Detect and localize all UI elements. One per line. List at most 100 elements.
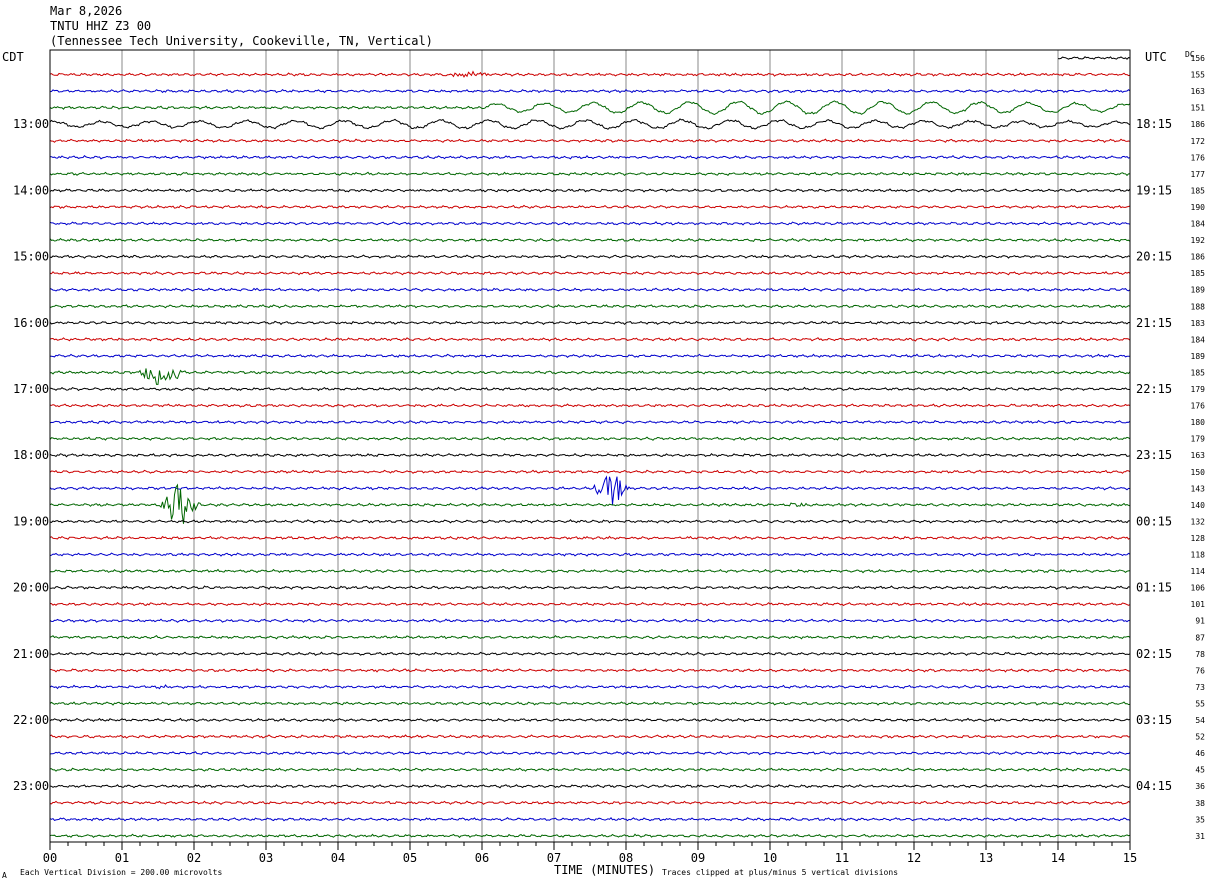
- dc-value-label: 176: [1191, 153, 1206, 162]
- right-hour-label: 03:15: [1136, 713, 1172, 727]
- trace-row-38: [49, 684, 1131, 690]
- x-tick-label: 02: [187, 851, 201, 865]
- trace-row-9: [49, 204, 1131, 210]
- trace-row-7: [49, 171, 1131, 177]
- left-timezone-label: CDT: [2, 50, 24, 64]
- trace-row-35: [49, 634, 1131, 640]
- x-tick-label: 03: [259, 851, 273, 865]
- dc-value-label: 118: [1191, 551, 1206, 560]
- trace-row-33: [49, 601, 1131, 607]
- trace-row-41: [49, 734, 1131, 739]
- trace-row-42: [49, 750, 1131, 756]
- trace-row-32: [50, 585, 1131, 590]
- dc-value-label: 78: [1195, 650, 1205, 659]
- x-tick-label: 00: [43, 851, 57, 865]
- clip-note: Traces clipped at plus/minus 5 vertical …: [662, 868, 898, 877]
- dc-value-label: 38: [1195, 799, 1205, 808]
- trace-row-37: [49, 668, 1130, 673]
- right-hour-label: 00:15: [1136, 514, 1172, 528]
- dc-value-label: 188: [1191, 302, 1206, 311]
- left-hour-label: 16:00: [13, 316, 49, 330]
- dc-value-label: 132: [1191, 517, 1206, 526]
- left-hour-label: 15:00: [13, 250, 49, 264]
- dc-value-label: 186: [1191, 120, 1206, 129]
- trace-row-1: [49, 70, 1131, 78]
- dc-value-label: 186: [1191, 253, 1206, 262]
- trace-row-34: [49, 618, 1131, 623]
- x-tick-label: 15: [1123, 851, 1137, 865]
- trace-row-47: [49, 833, 1131, 839]
- right-hour-label: 19:15: [1136, 183, 1172, 197]
- dc-value-label: 46: [1195, 749, 1205, 758]
- trace-row-29: [49, 535, 1131, 541]
- left-hour-label: 17:00: [13, 382, 49, 396]
- x-tick-label: 01: [115, 851, 129, 865]
- grid-lines: [121, 50, 1059, 842]
- dc-value-label: 185: [1191, 269, 1206, 278]
- left-hour-label: 18:00: [13, 448, 49, 462]
- dc-value-label: 163: [1191, 87, 1206, 96]
- right-hour-label: 04:15: [1136, 779, 1172, 793]
- dc-value-label: 52: [1195, 733, 1205, 742]
- dc-value-label: 183: [1191, 319, 1206, 328]
- dc-value-label: 184: [1191, 220, 1206, 229]
- trace-row-18: [49, 353, 1130, 359]
- trace-row-43: [50, 767, 1131, 772]
- trace-row-6: [49, 155, 1131, 160]
- x-axis-label: TIME (MINUTES): [554, 863, 655, 877]
- trace-row-27: [49, 483, 1131, 524]
- dc-header-label: DC: [1185, 50, 1195, 59]
- right-timezone-label: UTC: [1145, 50, 1167, 64]
- scale-note: Each Vertical Division = 200.00 microvol…: [20, 868, 222, 877]
- right-hour-label: 18:15: [1136, 117, 1172, 131]
- x-tick-label: 11: [835, 851, 849, 865]
- dc-value-label: 192: [1191, 236, 1206, 245]
- trace-row-40: [49, 717, 1131, 723]
- left-hour-label: 14:00: [13, 183, 49, 197]
- trace-row-11: [49, 237, 1131, 243]
- dc-value-label: 156: [1191, 54, 1206, 63]
- dc-value-label: 180: [1191, 418, 1206, 427]
- dc-offset-labels: 156 155 163 151 186 172 176 177 185 190 184 192 186 1…: [1191, 54, 1206, 841]
- trace-row-39: [49, 701, 1131, 706]
- dc-value-label: 177: [1191, 170, 1206, 179]
- left-hour-label: 21:00: [13, 647, 49, 661]
- dc-value-label: 54: [1195, 716, 1205, 725]
- dc-value-label: 101: [1191, 600, 1206, 609]
- right-hour-labels: 18:15 19:15 20:15 21:15 22:15 23:15 00:15 01:15…: [1136, 117, 1172, 793]
- trace-row-13: [49, 270, 1131, 276]
- trace-row-16: [49, 320, 1130, 326]
- dc-value-label: 76: [1195, 666, 1205, 675]
- dc-value-label: 31: [1195, 832, 1205, 841]
- right-hour-label: 01:15: [1136, 581, 1172, 595]
- trace-row-12: [49, 254, 1131, 259]
- dc-value-label: 172: [1191, 137, 1206, 146]
- trace-row-25: [49, 469, 1131, 474]
- left-hour-label: 23:00: [13, 779, 49, 793]
- trace-row-36: [50, 651, 1131, 657]
- left-hour-label: 20:00: [13, 581, 49, 595]
- trace-row-44: [49, 784, 1131, 789]
- dc-value-label: 91: [1195, 617, 1205, 626]
- trace-row-15: [49, 303, 1131, 309]
- x-tick-label: 10: [763, 851, 777, 865]
- dc-value-label: 155: [1191, 71, 1206, 80]
- trace-row-10: [49, 221, 1131, 226]
- dc-value-label: 179: [1191, 385, 1206, 394]
- trace-row-31: [49, 568, 1131, 574]
- seismic-traces: [49, 56, 1131, 839]
- left-hour-label: 13:00: [13, 117, 49, 131]
- corner-mark: A: [2, 871, 7, 880]
- dc-value-label: 87: [1195, 633, 1205, 642]
- dc-value-label: 35: [1195, 815, 1205, 824]
- dc-value-label: 140: [1191, 501, 1206, 510]
- date-label: Mar 8,2026: [50, 4, 123, 18]
- dc-value-label: 114: [1191, 567, 1206, 576]
- trace-row-8: [49, 188, 1131, 193]
- x-axis-ticks: 00 01 02 03 04 05 06 07 08 09 10 11 12 13 14 15: [43, 842, 1137, 865]
- x-tick-label: 09: [691, 851, 705, 865]
- x-tick-label: 14: [1051, 851, 1065, 865]
- right-hour-label: 23:15: [1136, 448, 1172, 462]
- x-tick-label: 04: [331, 851, 345, 865]
